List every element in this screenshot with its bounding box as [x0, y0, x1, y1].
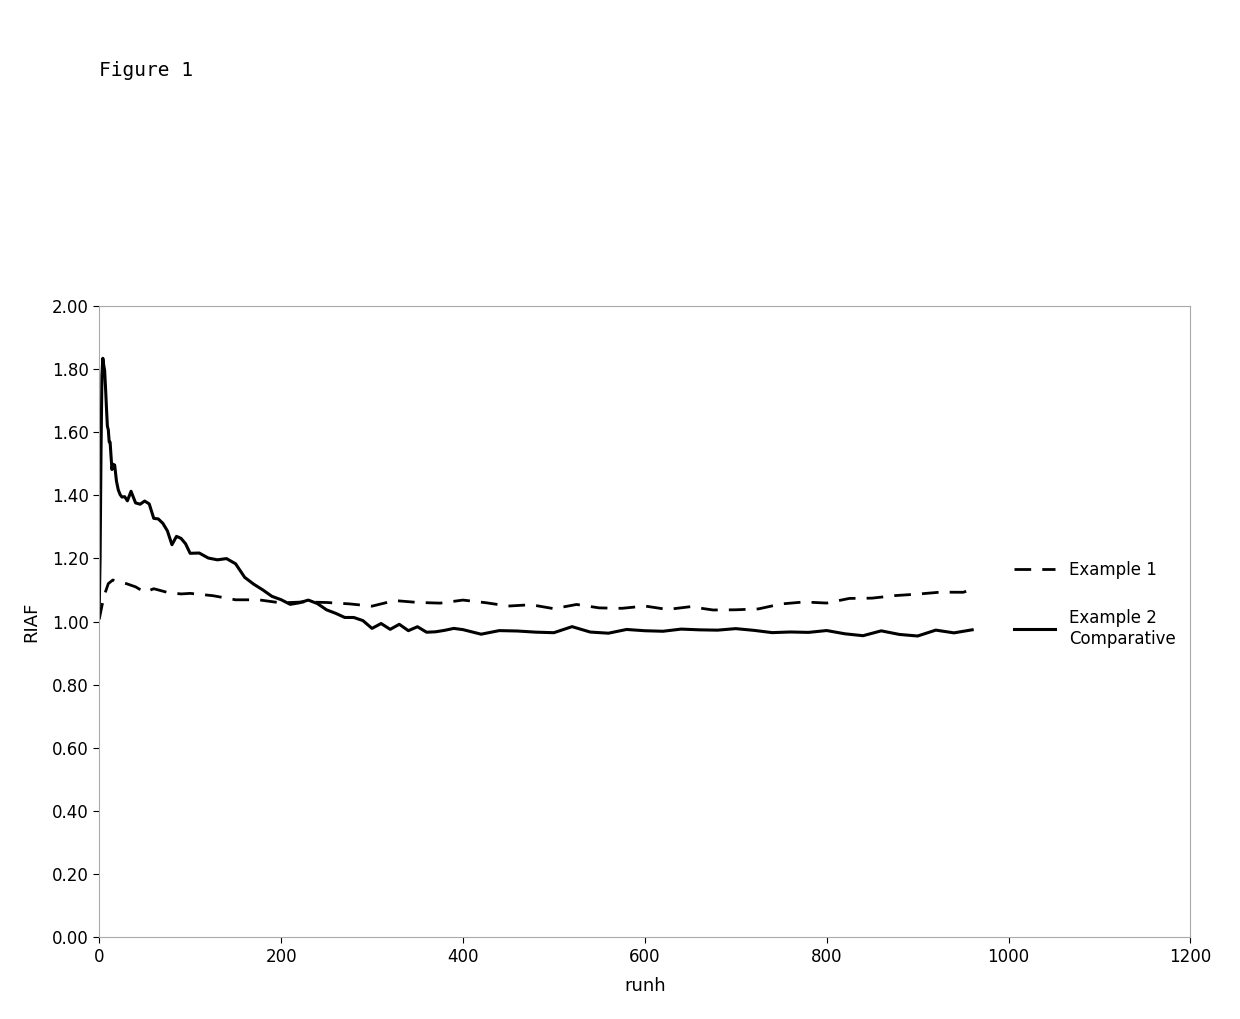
Example 1	[796, 596, 811, 608]
Example 1	[250, 594, 265, 606]
Legend: Example 1, Example 2
Comparative: Example 1, Example 2 Comparative	[1007, 554, 1182, 654]
Example 1	[146, 583, 161, 595]
Example 2
Comparative	[910, 630, 925, 642]
Example 1	[864, 592, 879, 604]
Example 1	[965, 584, 980, 596]
Example 1	[342, 598, 357, 610]
Example 1	[105, 574, 120, 586]
Example 1	[591, 602, 606, 614]
Example 2
Comparative	[95, 353, 110, 365]
Example 1	[751, 603, 766, 615]
Example 1	[319, 596, 334, 608]
Example 1	[138, 586, 153, 598]
Example 1	[932, 586, 947, 598]
Example 1	[660, 603, 675, 615]
Example 2
Comparative	[528, 626, 543, 638]
Example 1	[119, 578, 134, 590]
Example 2
Comparative	[110, 484, 125, 496]
Example 1	[182, 587, 197, 599]
Example 1	[706, 604, 720, 616]
Line: Example 1: Example 1	[99, 580, 972, 620]
Example 1	[455, 594, 470, 606]
Example 1	[956, 586, 971, 598]
Example 1	[174, 588, 188, 600]
Example 1	[206, 590, 221, 602]
Example 1	[92, 613, 107, 626]
Line: Example 2
Comparative: Example 2 Comparative	[99, 359, 972, 636]
Example 2
Comparative	[97, 359, 112, 371]
Y-axis label: RIAF: RIAF	[22, 601, 41, 642]
Example 1	[387, 594, 402, 606]
Example 1	[774, 598, 789, 610]
Example 1	[842, 592, 857, 604]
Example 1	[637, 600, 652, 612]
Example 1	[433, 597, 448, 609]
Example 1	[365, 600, 379, 612]
Example 1	[523, 598, 538, 610]
Example 1	[110, 576, 125, 588]
Example 2
Comparative	[446, 623, 461, 635]
Example 1	[820, 597, 835, 609]
Example 2
Comparative	[474, 628, 489, 640]
Example 1	[888, 589, 903, 601]
Example 1	[728, 603, 743, 615]
Example 2
Comparative	[547, 627, 562, 639]
Example 1	[479, 596, 494, 608]
Example 1	[160, 586, 175, 598]
Example 1	[410, 596, 425, 608]
X-axis label: runh: runh	[624, 977, 666, 995]
Example 2
Comparative	[92, 605, 107, 618]
Example 1	[274, 597, 289, 609]
Example 1	[128, 581, 143, 593]
Example 1	[228, 594, 243, 606]
Example 1	[910, 588, 925, 600]
Example 1	[97, 591, 112, 603]
Example 1	[683, 600, 698, 612]
Example 2
Comparative	[965, 624, 980, 636]
Example 1	[501, 600, 516, 612]
Text: Figure 1: Figure 1	[99, 61, 193, 81]
Example 1	[547, 602, 562, 614]
Example 1	[615, 602, 630, 614]
Example 1	[296, 596, 311, 608]
Example 1	[569, 598, 584, 610]
Example 1	[100, 578, 115, 590]
